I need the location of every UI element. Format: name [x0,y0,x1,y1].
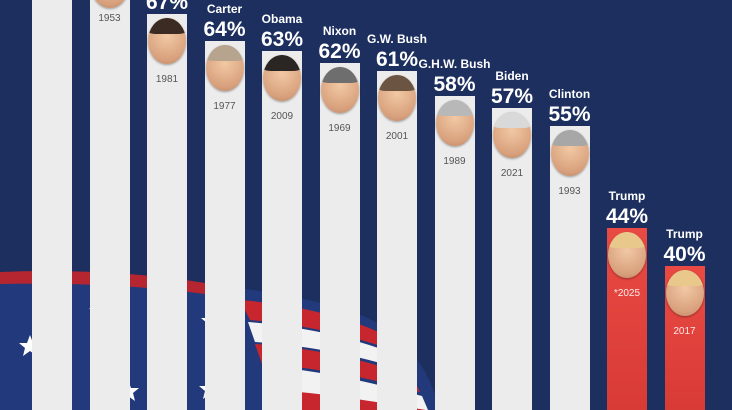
president-portrait [148,18,186,64]
bar-value-label: 63% [260,28,304,51]
bar-value-label: 67% [145,0,189,14]
bar [147,14,187,410]
bar-value-label: 62% [318,40,361,63]
president-portrait [205,45,244,91]
bar [89,0,130,410]
bar-name-label: Nixon [322,24,357,38]
bar-name-label: Trump [666,227,703,241]
president-portrait [320,67,359,113]
bar-year-label: *2025 [613,288,641,299]
president-portrait [608,232,646,278]
bar-name-label: Trump [608,189,646,203]
president-portrait [493,112,531,158]
president-portrait [90,0,129,8]
bar [319,63,360,410]
bar-value-label: 61% [375,48,419,71]
bar-year-label: 1969 [328,123,351,134]
president-portrait [263,55,301,101]
bar [492,108,532,410]
bar-name-label: Carter [206,2,243,16]
bar-name-label: Biden [495,69,529,83]
bar-year-label: 1953 [98,13,121,24]
bar-value-label: 40% [663,243,706,266]
bar-year-label: 1981 [155,74,179,85]
bar-value-label: 57% [490,85,534,108]
bar-year-label: 1989 [443,156,466,167]
bar-value-label: 64% [203,18,246,41]
bar-name-label: G.H.W. Bush [418,57,491,71]
bar [262,51,302,410]
bar [434,96,475,410]
president-portrait [665,270,704,316]
bar-year-label: 2009 [270,111,294,122]
bar-value-label: 55% [548,103,591,126]
bar [377,71,417,410]
bar-name-label: G.W. Bush [367,32,427,46]
bar-year-label: 2017 [673,326,696,337]
bar-year-label: 2021 [500,168,524,179]
president-portrait [550,130,589,176]
bar-year-label: 2001 [385,131,409,142]
bar-name-label: Obama [261,12,303,26]
bar-name-label: Clinton [548,87,591,101]
bar-value-label: 44% [605,205,649,228]
president-portrait [435,100,474,146]
bar [204,41,245,410]
bar-year-label: 1977 [213,101,236,112]
bar [32,0,72,410]
bar-value-label: 58% [433,73,476,96]
president-portrait [378,75,416,121]
bar-year-label: 1993 [558,186,581,197]
